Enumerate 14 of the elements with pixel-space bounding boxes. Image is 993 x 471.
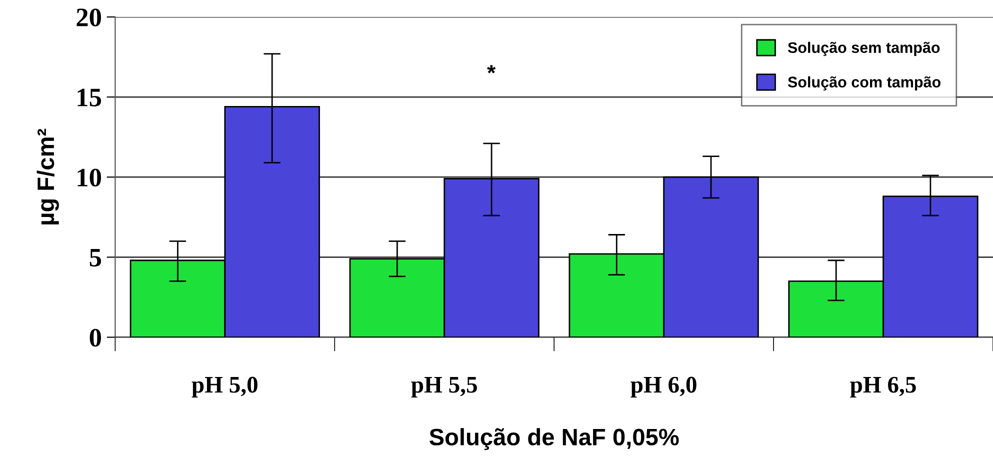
y-tick-label: 20	[76, 8, 101, 26]
legend-label: Solução com tampão	[788, 76, 941, 91]
y-tick-label: 5	[90, 249, 102, 267]
y-tick-label: 0	[90, 328, 101, 347]
annotation: *	[487, 65, 496, 74]
x-tick-label: pH 6,0	[630, 376, 696, 398]
legend-label: Solução sem tampão	[788, 42, 940, 56]
y-axis-title: µg F/cm²	[36, 128, 59, 224]
x-axis-title: Solução de NaF 0,05%	[429, 428, 679, 450]
x-tick-label: pH 6,5	[850, 376, 916, 398]
x-tick-label: pH 5,0	[192, 376, 258, 398]
x-tick-label: pH 5,5	[411, 377, 477, 398]
y-tick-label: 10	[78, 168, 101, 187]
y-tick-label: 15	[78, 88, 102, 106]
